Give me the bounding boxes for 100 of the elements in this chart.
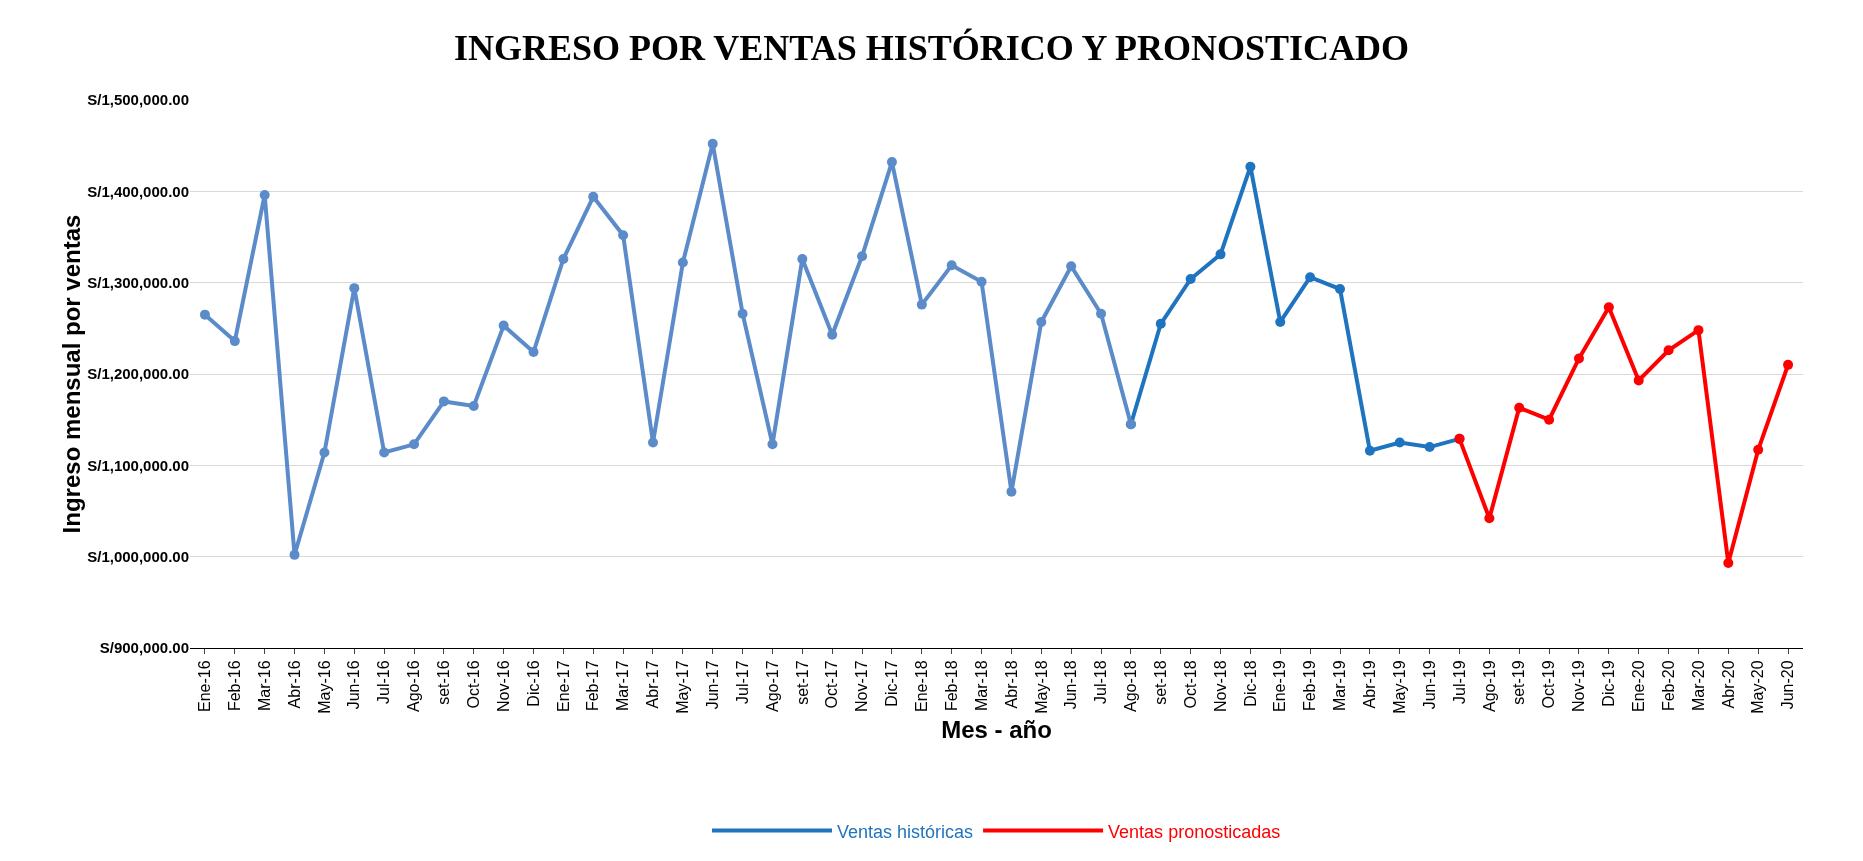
y-tick-label: S/1,400,000.00 xyxy=(87,182,189,200)
point xyxy=(1693,325,1704,336)
point xyxy=(1424,442,1435,453)
x-tick-label: Feb-16 xyxy=(226,660,244,712)
text: Ventas históricas xyxy=(837,821,974,842)
point xyxy=(857,251,868,262)
point xyxy=(1663,345,1674,356)
x-tick-label: set-18 xyxy=(1151,660,1169,705)
x-tick-label: Nov-16 xyxy=(494,660,512,712)
point xyxy=(588,191,599,202)
point xyxy=(1245,161,1256,172)
x-axis-title: Mes - año xyxy=(941,715,1052,743)
point xyxy=(1783,359,1794,370)
text: Ventas pronosticadas xyxy=(1108,821,1281,842)
point xyxy=(199,309,210,320)
y-tick-label: S/1,000,000.00 xyxy=(87,547,189,565)
chart-title: INGRESO POR VENTAS HISTÓRICO Y PRONOSTICADO xyxy=(453,27,1410,68)
x-tick-label: Oct-17 xyxy=(823,660,841,709)
x-tick-label: Ene-16 xyxy=(196,660,214,712)
x-tick-label: May-20 xyxy=(1749,660,1767,714)
y-tick-label: S/900,000.00 xyxy=(99,639,189,657)
x-tick-label: Abr-17 xyxy=(644,660,662,709)
point xyxy=(468,400,479,411)
point xyxy=(1394,437,1405,448)
x-tick-label: Mar-20 xyxy=(1689,660,1707,712)
point xyxy=(737,308,748,319)
point xyxy=(1036,316,1047,327)
point xyxy=(1275,316,1286,327)
x-tick-label: Dic-18 xyxy=(1241,660,1259,707)
x-tick-label: Abr-18 xyxy=(1002,660,1020,709)
point xyxy=(1633,375,1644,386)
point xyxy=(946,260,957,271)
point xyxy=(1155,318,1166,329)
point xyxy=(1753,444,1764,455)
point xyxy=(1006,486,1017,497)
y-tick-label: S/1,100,000.00 xyxy=(87,456,189,474)
x-tick-label: Feb-17 xyxy=(584,660,602,712)
x-tick-label: set-19 xyxy=(1510,660,1528,705)
point xyxy=(797,253,808,264)
point xyxy=(1185,274,1196,285)
point xyxy=(438,396,449,407)
point xyxy=(1305,272,1316,283)
point xyxy=(916,299,927,310)
y-axis-title: Ingreso mensual por ventas xyxy=(58,214,86,534)
y-tick-label: S/1,200,000.00 xyxy=(87,365,189,383)
point xyxy=(1603,302,1614,313)
point xyxy=(1215,249,1226,260)
x-tick-label: May-17 xyxy=(674,660,692,714)
x-tick-label: Mar-17 xyxy=(614,660,632,712)
x-tick-label: Abr-19 xyxy=(1361,660,1379,709)
x-tick-label: Oct-16 xyxy=(464,660,482,709)
x-tick-label: Ago-16 xyxy=(405,660,423,712)
y-tick-label: S/1,300,000.00 xyxy=(87,273,189,291)
point xyxy=(647,437,658,448)
x-tick-label: Nov-17 xyxy=(853,660,871,712)
x-tick-label: Oct-19 xyxy=(1540,660,1558,709)
x-tick-label: Feb-18 xyxy=(942,660,960,712)
x-tick-label: Oct-18 xyxy=(1181,660,1199,709)
point xyxy=(409,439,420,450)
x-tick-label: Jun-17 xyxy=(703,660,721,710)
x-tick-label: Mar-16 xyxy=(255,660,273,712)
point xyxy=(1096,308,1107,319)
x-tick-label: Ene-17 xyxy=(554,660,572,712)
x-tick-label: set-17 xyxy=(793,660,811,705)
x-tick-label: Mar-18 xyxy=(972,660,990,712)
x-tick-label: Ene-20 xyxy=(1629,660,1647,712)
point xyxy=(528,347,539,358)
x-tick-label: Jul-18 xyxy=(1092,660,1110,704)
x-tick-label: Jun-16 xyxy=(345,660,363,710)
point xyxy=(1364,445,1375,456)
x-tick-label: set-16 xyxy=(435,660,453,705)
x-tick-label: Abr-20 xyxy=(1719,660,1737,709)
x-tick-label: Mar-19 xyxy=(1331,660,1349,712)
point xyxy=(1066,261,1077,272)
point xyxy=(349,283,360,294)
x-tick-label: Ene-18 xyxy=(913,660,931,712)
x-tick-label: Feb-19 xyxy=(1301,660,1319,712)
x-tick-label: Abr-16 xyxy=(285,660,303,709)
point xyxy=(1573,353,1584,364)
point xyxy=(1514,402,1525,413)
point xyxy=(1544,414,1555,425)
point xyxy=(677,257,688,268)
x-tick-label: Nov-19 xyxy=(1570,660,1588,712)
point xyxy=(1723,558,1734,569)
point xyxy=(379,447,390,458)
point xyxy=(1484,513,1495,524)
x-tick-label: Nov-18 xyxy=(1211,660,1229,712)
x-tick-label: Ene-19 xyxy=(1271,660,1289,712)
point xyxy=(767,439,778,450)
point xyxy=(976,276,987,287)
point xyxy=(319,447,330,458)
x-tick-label: Dic-19 xyxy=(1600,660,1618,707)
point xyxy=(229,336,240,347)
y-tick-label: S/1,500,000.00 xyxy=(87,91,189,109)
x-tick-label: Jul-17 xyxy=(733,660,751,704)
x-tick-label: Jun-18 xyxy=(1062,660,1080,710)
x-tick-label: Jun-20 xyxy=(1779,660,1797,710)
x-tick-label: May-18 xyxy=(1032,660,1050,714)
x-tick-label: May-19 xyxy=(1390,660,1408,714)
point xyxy=(498,320,509,331)
